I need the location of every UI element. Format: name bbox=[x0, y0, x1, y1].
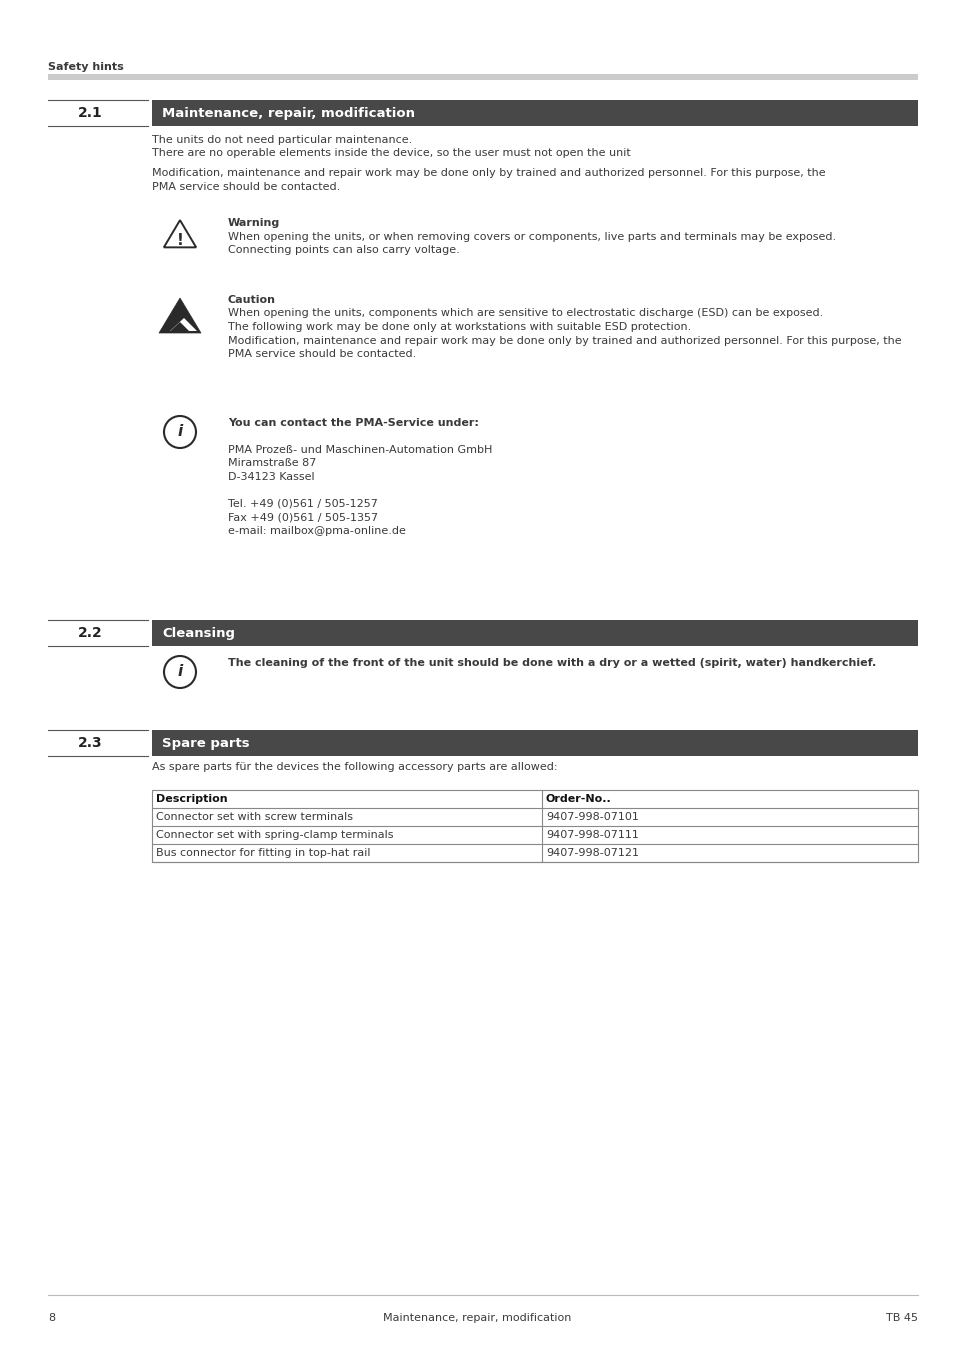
Bar bbox=[152, 730, 917, 756]
Text: When opening the units, components which are sensitive to electrostatic discharg: When opening the units, components which… bbox=[228, 309, 822, 319]
Text: i: i bbox=[177, 424, 182, 440]
Text: Miramstraße 87: Miramstraße 87 bbox=[228, 459, 316, 468]
Bar bbox=[152, 790, 917, 863]
Text: Connector set with spring-clamp terminals: Connector set with spring-clamp terminal… bbox=[156, 830, 393, 840]
Text: 9407-998-07101: 9407-998-07101 bbox=[545, 811, 639, 822]
Text: 2.2: 2.2 bbox=[77, 626, 102, 640]
Text: 8: 8 bbox=[48, 1314, 55, 1323]
Bar bbox=[152, 100, 917, 126]
Text: Tel. +49 (0)561 / 505-1257: Tel. +49 (0)561 / 505-1257 bbox=[228, 500, 377, 509]
Text: Order-No..: Order-No.. bbox=[545, 794, 611, 805]
Text: Maintenance, repair, modification: Maintenance, repair, modification bbox=[382, 1314, 571, 1323]
Text: PMA service should be contacted.: PMA service should be contacted. bbox=[152, 181, 340, 192]
Text: Cleansing: Cleansing bbox=[162, 626, 234, 640]
Bar bbox=[48, 74, 917, 80]
Text: The cleaning of the front of the unit should be done with a dry or a wetted (spi: The cleaning of the front of the unit sh… bbox=[228, 657, 876, 668]
Text: Description: Description bbox=[156, 794, 228, 805]
Text: The following work may be done only at workstations with suitable ESD protection: The following work may be done only at w… bbox=[228, 323, 691, 332]
Text: Modification, maintenance and repair work may be done only by trained and author: Modification, maintenance and repair wor… bbox=[152, 167, 824, 178]
Text: 2.1: 2.1 bbox=[77, 107, 102, 120]
Text: i: i bbox=[177, 664, 182, 679]
Text: 9407-998-07121: 9407-998-07121 bbox=[545, 848, 639, 859]
Text: D-34123 Kassel: D-34123 Kassel bbox=[228, 472, 314, 482]
Text: Modification, maintenance and repair work may be done only by trained and author: Modification, maintenance and repair wor… bbox=[228, 336, 901, 346]
Text: TB 45: TB 45 bbox=[885, 1314, 917, 1323]
Polygon shape bbox=[170, 319, 196, 331]
Text: PMA service should be contacted.: PMA service should be contacted. bbox=[228, 350, 416, 359]
Text: Maintenance, repair, modification: Maintenance, repair, modification bbox=[162, 107, 415, 120]
Text: Connecting points can also carry voltage.: Connecting points can also carry voltage… bbox=[228, 244, 459, 255]
Text: Safety hints: Safety hints bbox=[48, 62, 124, 72]
Polygon shape bbox=[169, 323, 191, 332]
Text: !: ! bbox=[176, 234, 183, 248]
Text: e-mail: mailbox@pma-online.de: e-mail: mailbox@pma-online.de bbox=[228, 526, 405, 536]
Text: Warning: Warning bbox=[228, 217, 280, 228]
Text: Caution: Caution bbox=[228, 296, 275, 305]
Polygon shape bbox=[164, 220, 196, 247]
Text: Bus connector for fitting in top-hat rail: Bus connector for fitting in top-hat rai… bbox=[156, 848, 370, 859]
Text: Fax +49 (0)561 / 505-1357: Fax +49 (0)561 / 505-1357 bbox=[228, 513, 377, 522]
Bar bbox=[152, 620, 917, 647]
Text: When opening the units, or when removing covers or components, live parts and te: When opening the units, or when removing… bbox=[228, 231, 835, 242]
Polygon shape bbox=[159, 298, 201, 333]
Circle shape bbox=[164, 416, 195, 448]
Text: Connector set with screw terminals: Connector set with screw terminals bbox=[156, 811, 353, 822]
Circle shape bbox=[164, 656, 195, 688]
Text: You can contact the PMA-Service under:: You can contact the PMA-Service under: bbox=[228, 418, 478, 428]
Text: There are no operable elements inside the device, so the user must not open the : There are no operable elements inside th… bbox=[152, 148, 630, 158]
Text: As spare parts für the devices the following accessory parts are allowed:: As spare parts für the devices the follo… bbox=[152, 761, 557, 772]
Text: 2.3: 2.3 bbox=[77, 736, 102, 751]
Text: Spare parts: Spare parts bbox=[162, 737, 250, 749]
Text: 9407-998-07111: 9407-998-07111 bbox=[545, 830, 639, 840]
Text: The units do not need particular maintenance.: The units do not need particular mainten… bbox=[152, 135, 412, 144]
Text: PMA Prozeß- und Maschinen-Automation GmbH: PMA Prozeß- und Maschinen-Automation Gmb… bbox=[228, 446, 492, 455]
